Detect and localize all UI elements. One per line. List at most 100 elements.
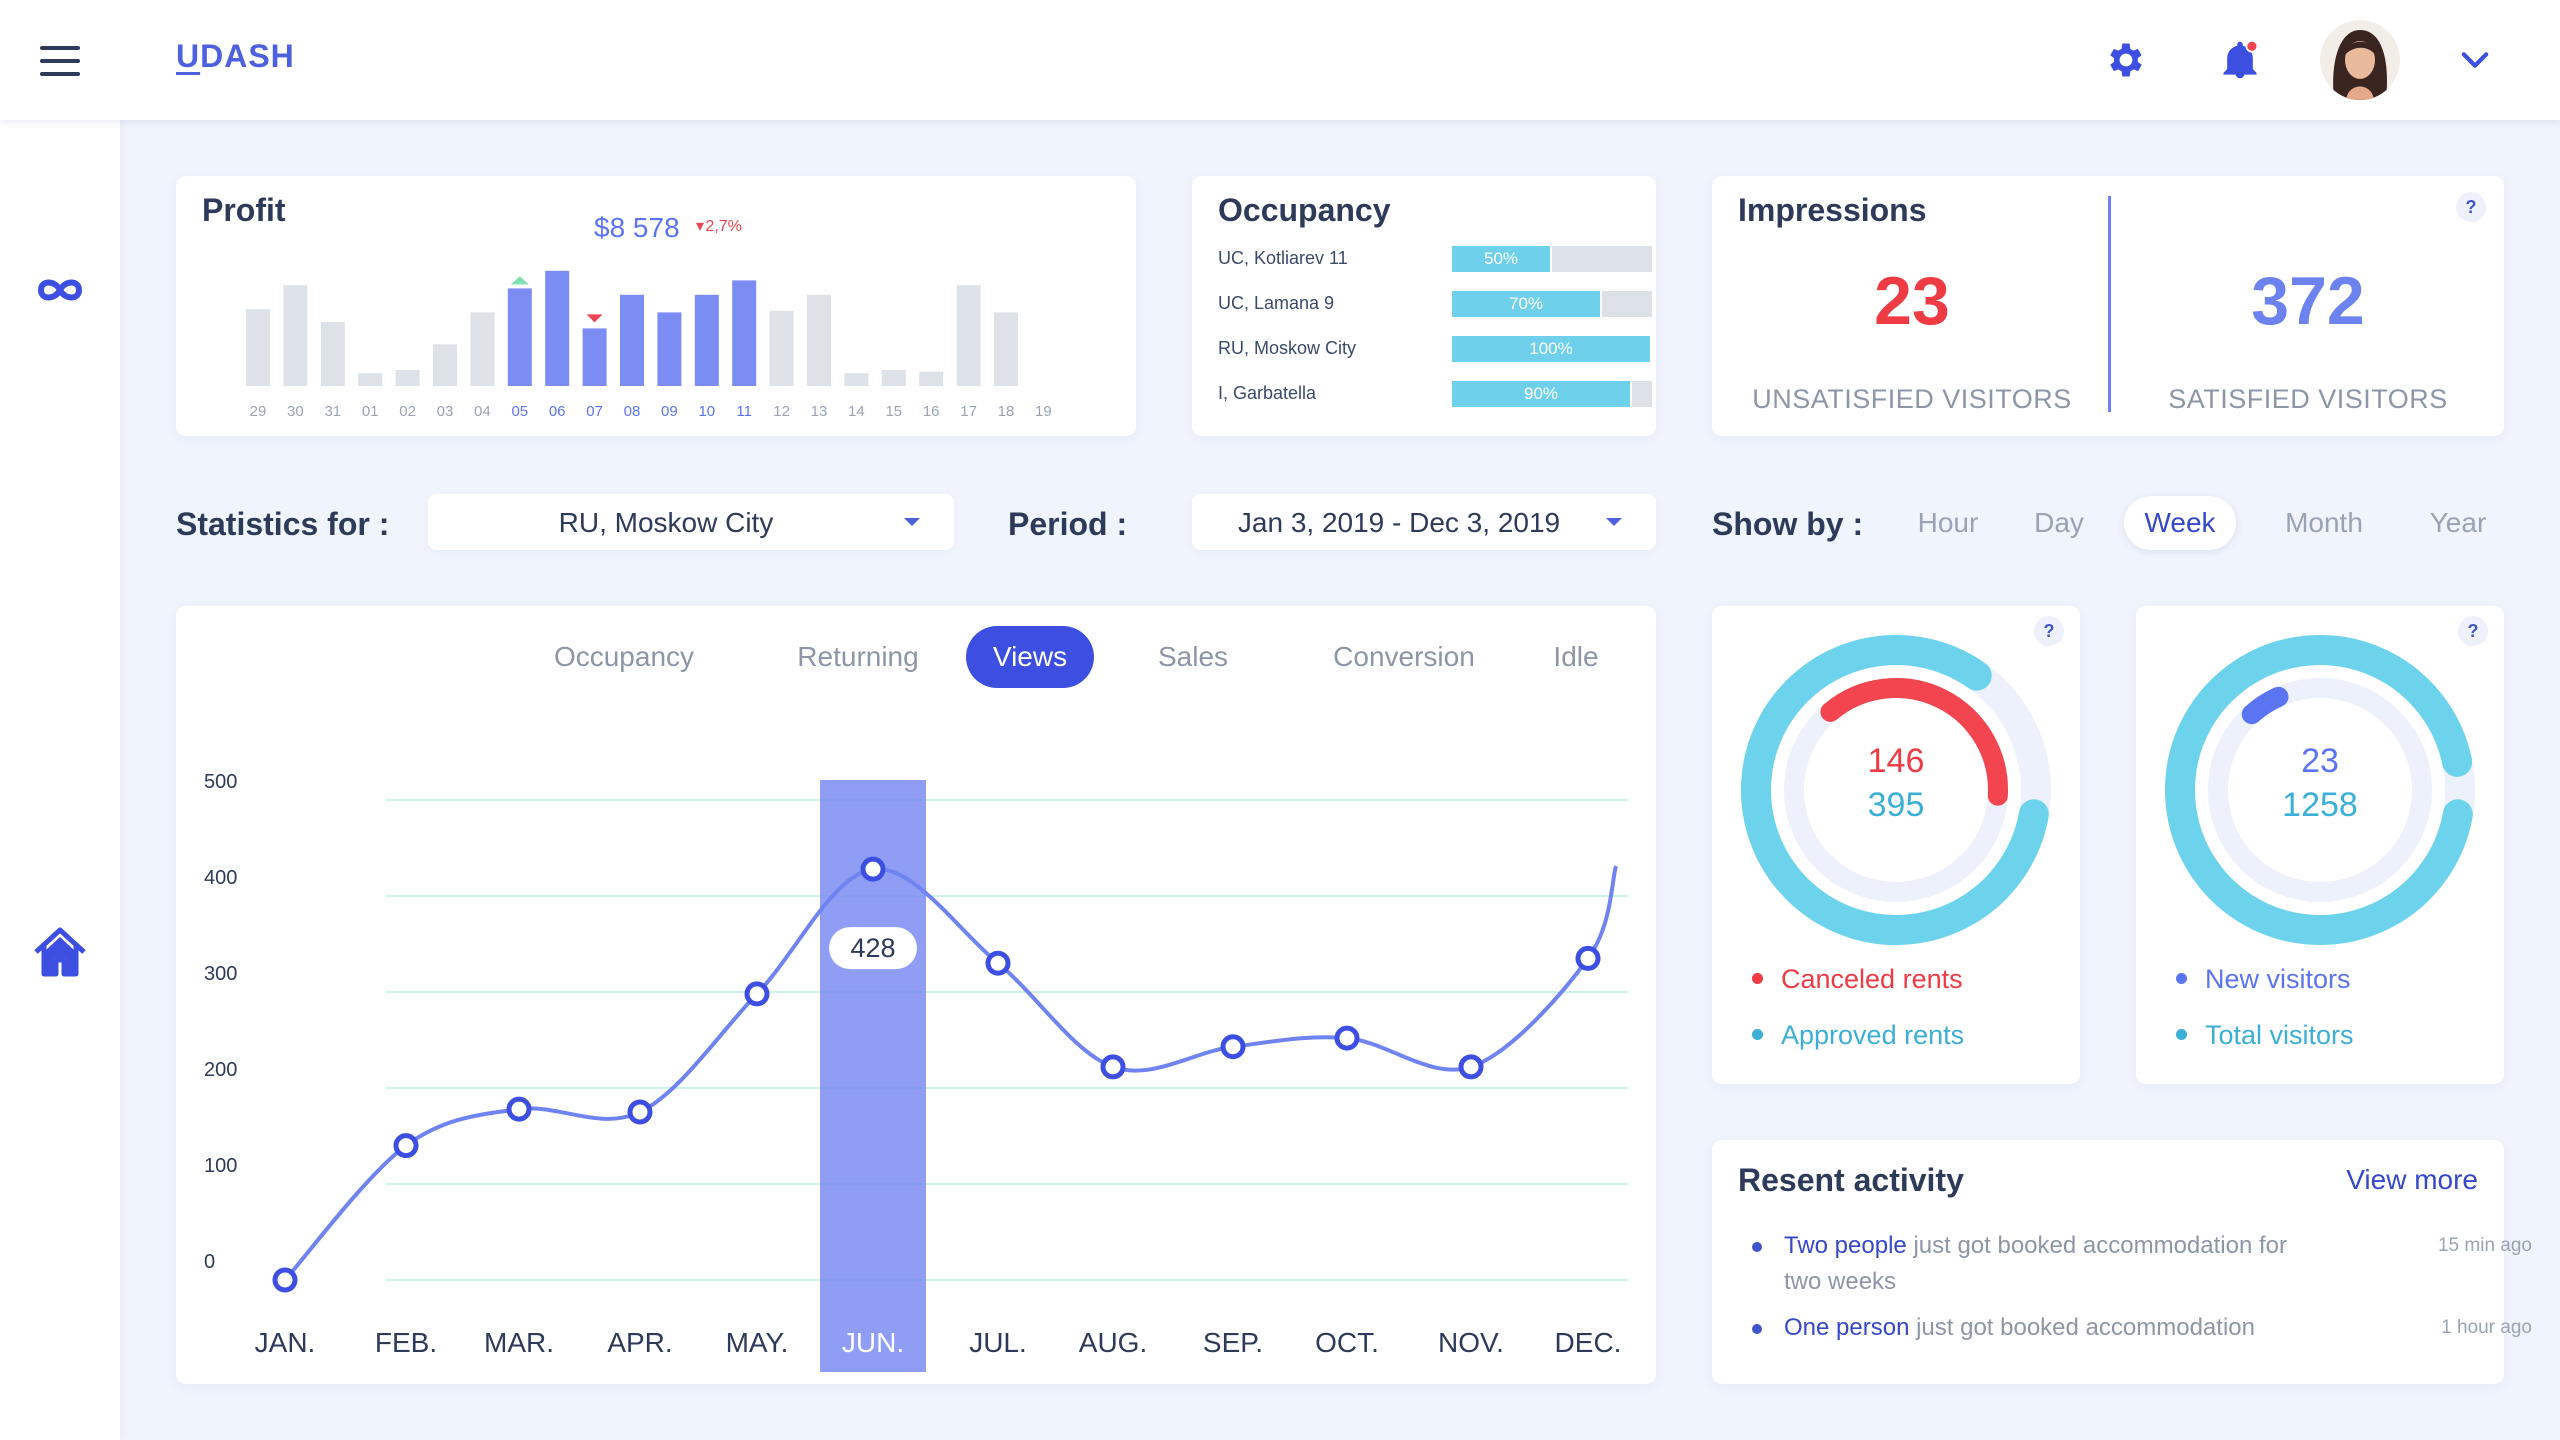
activity-highlight[interactable]: One person — [1784, 1314, 1910, 1341]
donut-outer-arc[interactable] — [2165, 635, 2473, 945]
tab-conversion[interactable]: Conversion — [1333, 641, 1475, 672]
app-logo[interactable]: UDASH — [176, 38, 295, 75]
profit-bar[interactable] — [620, 294, 644, 386]
visitors-help-button[interactable]: ? — [2458, 616, 2488, 646]
profit-bar[interactable] — [395, 370, 420, 386]
profit-bar[interactable] — [994, 312, 1018, 386]
rents-help-button[interactable]: ? — [2034, 616, 2064, 646]
views-data-point[interactable] — [1220, 1034, 1246, 1060]
settings-gear-icon[interactable] — [2104, 38, 2148, 82]
legend-dot — [1752, 1029, 1763, 1041]
infinity-icon[interactable] — [30, 260, 90, 320]
profit-bar[interactable] — [694, 294, 719, 386]
recent-activity-card: Resent activity View more Two people jus… — [1712, 1140, 2532, 1384]
statistics-select[interactable]: RU, Moskow City — [428, 494, 954, 550]
avatar-portrait-icon — [2320, 20, 2400, 100]
view-more-link[interactable]: View more — [2346, 1164, 2478, 1195]
occupancy-row[interactable]: I, Garbatella 90% — [1218, 379, 1652, 409]
user-avatar[interactable] — [2320, 20, 2400, 100]
tab-views[interactable]: Views — [966, 626, 1094, 688]
profit-bar[interactable] — [582, 328, 607, 386]
showby-week[interactable]: Week — [2124, 496, 2236, 550]
views-data-point[interactable] — [1458, 1054, 1484, 1080]
donut-inner-arc[interactable] — [1820, 678, 2008, 806]
chevron-down-icon[interactable] — [2458, 46, 2492, 74]
satisfied-value: 372 — [2251, 263, 2365, 339]
y-tick-label: 200 — [204, 1059, 237, 1081]
views-data-point[interactable] — [744, 981, 770, 1007]
showby-year[interactable]: Year — [2429, 507, 2487, 538]
profit-bar[interactable] — [807, 294, 831, 386]
views-data-point[interactable] — [272, 1267, 298, 1293]
period-select[interactable]: Jan 3, 2019 - Dec 3, 2019 — [1192, 494, 1656, 550]
profit-bar[interactable] — [433, 344, 457, 386]
impressions-card: Impressions ? 23 UNSATISFIED VISITORS 37… — [1712, 176, 2504, 436]
occupancy-row[interactable]: RU, Moskow City 100% — [1218, 334, 1652, 364]
x-tick-label: JUN. — [842, 1327, 904, 1358]
donut-inner-arc[interactable] — [2241, 686, 2289, 725]
profit-card: Profit $8 578 ▾ 2,7% 29 30 31 01 02 03 04 05 06 0… — [176, 176, 1136, 436]
profit-bar[interactable] — [844, 373, 869, 386]
profit-bar[interactable] — [283, 285, 308, 386]
profit-change-text: 2,7% — [705, 218, 742, 235]
showby-day[interactable]: Day — [2034, 507, 2084, 538]
profit-bar[interactable] — [919, 371, 944, 386]
views-data-point[interactable] — [860, 856, 886, 882]
notification-bell-icon[interactable] — [2218, 38, 2262, 82]
occupancy-row[interactable]: UC, Kotliarev 11 50% — [1218, 244, 1652, 274]
profit-bar[interactable] — [320, 322, 345, 386]
y-tick-label: 300 — [204, 963, 237, 985]
profit-tick-label: 15 — [885, 403, 902, 420]
activity-rest: just got booked accommodation for two we… — [1784, 1232, 2287, 1295]
views-data-point[interactable] — [1100, 1054, 1126, 1080]
tab-idle[interactable]: Idle — [1553, 641, 1599, 672]
x-tick-label: MAR. — [484, 1327, 554, 1358]
profit-bar[interactable] — [956, 285, 981, 386]
tab-sales[interactable]: Sales — [1157, 641, 1229, 672]
statistics-select-value: RU, Moskow City — [558, 507, 774, 538]
profit-bar[interactable] — [246, 309, 270, 386]
views-data-point[interactable] — [985, 950, 1011, 976]
home-icon[interactable] — [30, 922, 90, 982]
occupancy-progress-fill: 90% — [1452, 381, 1632, 407]
occupancy-progress-track: 90% — [1452, 381, 1652, 407]
occupancy-row[interactable]: UC, Lamana 9 70% — [1218, 289, 1652, 319]
views-data-point[interactable] — [627, 1099, 653, 1125]
menu-icon[interactable] — [40, 46, 80, 76]
profit-tick-label: 16 — [923, 403, 940, 420]
profit-tick-label: 17 — [960, 403, 977, 420]
profit-bar[interactable] — [769, 310, 794, 386]
activity-item: One person just got booked accommodation… — [1752, 1310, 2532, 1346]
legend-canceled-rents: Canceled rents — [1752, 964, 1963, 995]
showby-hour[interactable]: Hour — [1917, 507, 1979, 538]
profit-bar[interactable] — [470, 312, 495, 386]
tab-returning[interactable]: Returning — [797, 641, 919, 672]
profit-bar[interactable] — [507, 288, 532, 386]
activity-item: Two people just got booked accommodation… — [1752, 1228, 2532, 1300]
occupancy-row-label: UC, Lamana 9 — [1218, 293, 1335, 313]
legend-new-label: New visitors — [2205, 964, 2351, 994]
donut-outer-arc[interactable] — [1741, 635, 2049, 945]
profit-bar[interactable] — [358, 373, 383, 386]
period-label: Period : — [1008, 506, 1128, 542]
profit-bar[interactable] — [545, 270, 570, 386]
profit-bar[interactable] — [657, 312, 682, 386]
profit-tick-label: 09 — [661, 403, 678, 420]
impressions-help-button[interactable]: ? — [2456, 192, 2486, 222]
views-data-point[interactable] — [1334, 1025, 1360, 1051]
profit-value: $8 578 — [594, 212, 680, 243]
profit-bar[interactable] — [881, 370, 906, 386]
profit-bar[interactable] — [732, 280, 757, 386]
legend-dot — [2176, 973, 2187, 985]
showby-month[interactable]: Month — [2285, 507, 2363, 538]
tab-occupancy[interactable]: Occupancy — [553, 641, 695, 672]
views-data-point[interactable] — [506, 1096, 532, 1122]
caret-down-icon — [904, 518, 920, 526]
caret-down-icon — [1606, 518, 1622, 526]
activity-highlight[interactable]: Two people — [1784, 1232, 1907, 1259]
impressions-title: Impressions — [1738, 192, 1927, 228]
donut-inner-track — [2208, 678, 2432, 902]
profit-tick-label: 06 — [549, 403, 566, 420]
views-data-point[interactable] — [1575, 945, 1601, 971]
views-data-point[interactable] — [393, 1133, 419, 1159]
